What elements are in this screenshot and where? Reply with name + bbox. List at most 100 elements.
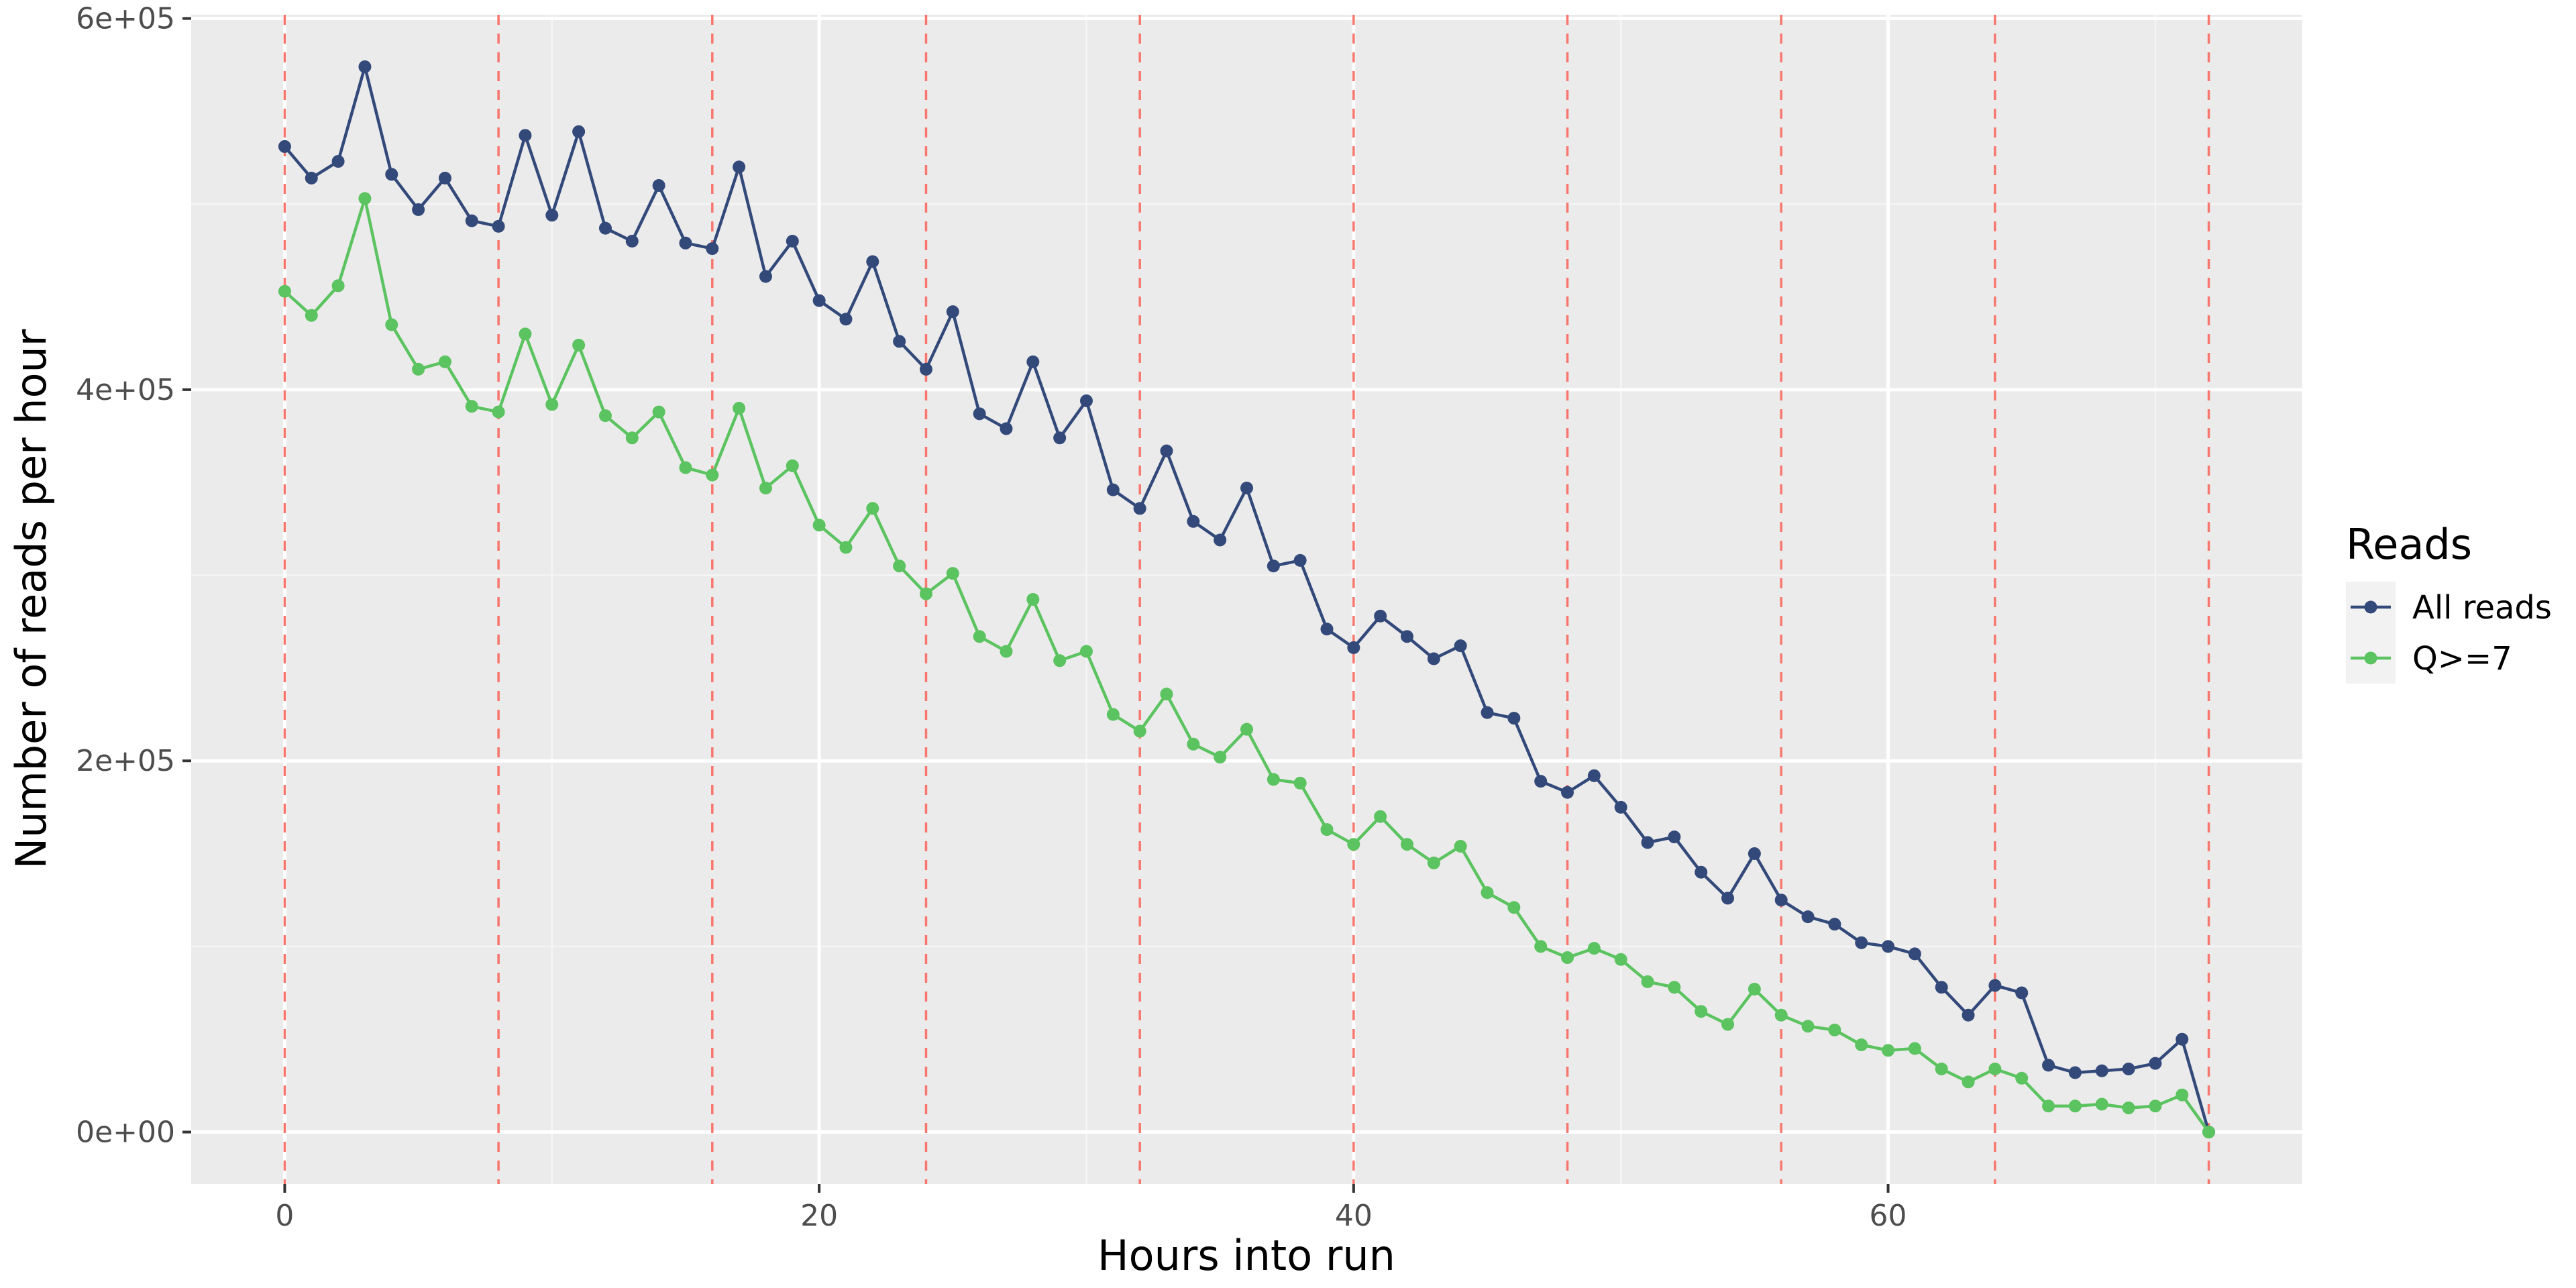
data-point-q-7 [866,502,879,515]
data-point-all-reads [1026,355,1040,368]
data-point-all-reads [358,60,372,73]
data-point-q-7 [1695,1005,1708,1018]
data-point-q-7 [2095,1097,2108,1111]
data-point-all-reads [1721,892,1735,905]
data-point-q-7 [331,279,345,292]
data-point-all-reads [625,235,639,248]
data-point-q-7 [2149,1099,2162,1113]
x-tick-label: 40 [1335,1199,1373,1233]
data-point-q-7 [1079,645,1093,658]
data-point-all-reads [839,313,853,326]
data-point-q-7 [1267,773,1280,786]
data-point-all-reads [1908,947,1921,961]
data-point-q-7 [1293,776,1307,790]
data-point-all-reads [1053,431,1067,445]
data-point-all-reads [1988,979,2002,992]
data-point-all-reads [1293,553,1307,567]
data-point-q-7 [1374,810,1387,823]
data-point-q-7 [545,398,559,411]
data-point-q-7 [1855,1038,1868,1051]
data-point-all-reads [1828,918,1841,931]
legend-label-q-7: Q>=7 [2412,640,2512,678]
data-point-all-reads [598,221,612,235]
y-tick-label: 4e+05 [76,373,175,407]
data-point-q-7 [946,567,959,580]
data-point-all-reads [1401,630,1414,643]
data-point-all-reads [2095,1064,2108,1077]
data-point-q-7 [893,559,906,573]
data-point-q-7 [1908,1042,1921,1055]
data-point-q-7 [1988,1062,2002,1075]
data-point-all-reads [1347,641,1360,654]
data-point-q-7 [412,362,425,376]
data-point-all-reads [1507,712,1521,725]
x-tick-label: 60 [1870,1199,1907,1233]
data-point-q-7 [733,402,746,415]
y-tick-label: 0e+00 [76,1116,175,1150]
y-tick-label: 2e+05 [76,744,175,778]
legend-title: Reads [2346,520,2472,569]
data-point-all-reads [2176,1032,2189,1046]
x-axis-title: Hours into run [1097,1231,1395,1280]
data-point-q-7 [706,468,719,482]
data-point-q-7 [465,400,478,413]
data-point-all-reads [2149,1057,2162,1070]
data-point-q-7 [1668,981,1681,994]
data-point-q-7 [973,630,986,643]
data-point-all-reads [1133,502,1146,515]
data-point-all-reads [1561,786,1574,799]
legend: Reads All reads Q>=7 [2346,520,2552,684]
legend-label-all-reads: All reads [2412,589,2552,627]
data-point-q-7 [2068,1099,2082,1113]
series-layer [278,60,2216,1139]
data-point-all-reads [679,236,692,250]
data-point-q-7 [1347,838,1360,851]
data-point-all-reads [946,305,959,319]
data-point-all-reads [1587,769,1601,782]
data-point-all-reads [1962,1008,1975,1022]
data-point-all-reads [2122,1062,2135,1075]
data-point-q-7 [1641,975,1654,988]
data-point-q-7 [1160,688,1173,701]
data-point-q-7 [1721,1018,1735,1031]
data-point-q-7 [1587,942,1601,955]
data-point-q-7 [759,482,772,494]
data-point-all-reads [1079,394,1093,407]
data-point-q-7 [786,459,799,472]
data-point-all-reads [1320,623,1334,636]
data-point-all-reads [1240,482,1253,494]
data-point-all-reads [412,203,425,216]
data-point-all-reads [1000,422,1013,435]
data-point-q-7 [572,338,586,352]
data-point-all-reads [465,214,478,227]
data-point-q-7 [1320,823,1334,837]
data-point-q-7 [1187,737,1200,751]
data-point-q-7 [1214,751,1227,764]
data-point-all-reads [545,209,559,222]
data-point-all-reads [385,168,398,181]
data-point-q-7 [1427,856,1440,869]
data-point-q-7 [358,192,372,205]
data-point-q-7 [1882,1044,1895,1057]
data-point-q-7 [1481,886,1494,900]
data-point-all-reads [438,171,451,184]
data-point-all-reads [572,125,586,138]
data-point-q-7 [1561,951,1574,964]
data-point-q-7 [1106,708,1120,721]
data-point-all-reads [1882,940,1895,953]
data-point-all-reads [2042,1059,2055,1072]
data-point-all-reads [492,219,505,233]
data-point-all-reads [812,294,826,307]
data-point-all-reads [1774,894,1788,907]
axis-layer: 0 20 40 60 0e+00 2e+05 4e+05 6e+05 [76,2,1907,1233]
data-point-all-reads [1454,639,1467,653]
data-point-all-reads [1374,609,1387,623]
data-point-all-reads [1614,800,1627,814]
data-point-q-7 [278,284,291,298]
data-point-all-reads [1481,706,1494,719]
data-point-q-7 [519,327,532,341]
data-point-q-7 [1507,901,1521,914]
data-point-q-7 [1000,645,1013,658]
plot-panel [191,15,2302,1184]
legend-key-point [2364,651,2377,665]
